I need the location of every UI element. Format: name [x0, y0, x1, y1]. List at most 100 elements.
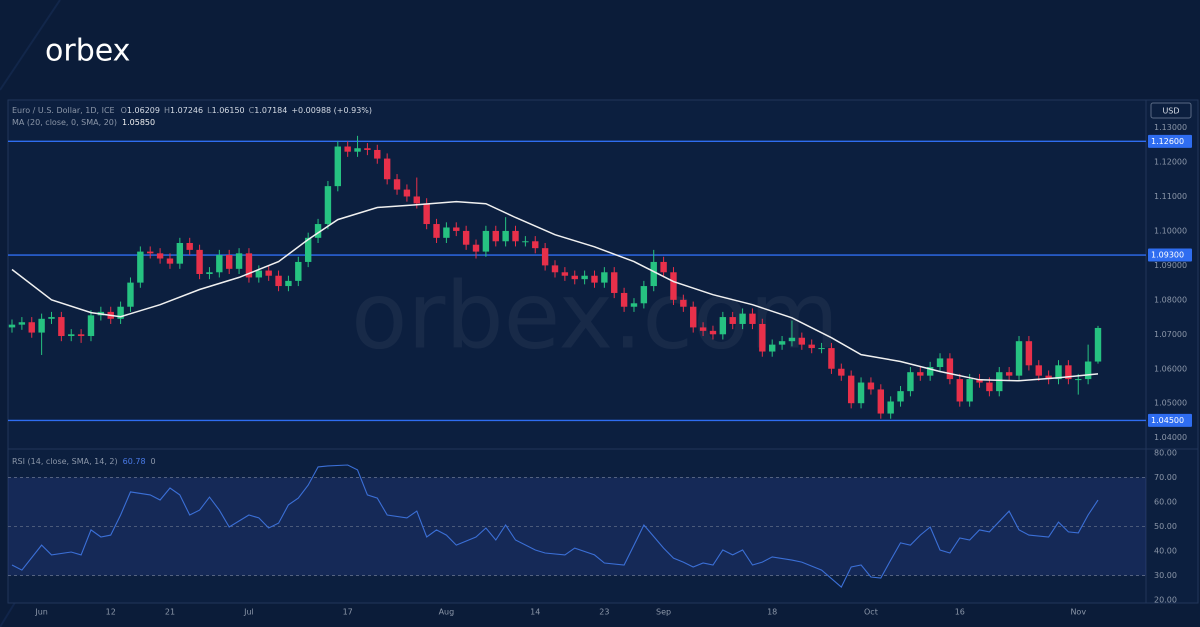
candle-body	[1045, 375, 1052, 380]
h-value: 1.07246	[170, 106, 203, 115]
candle-body	[1055, 365, 1062, 380]
candle-body	[650, 261, 657, 287]
candle-body	[285, 280, 292, 287]
candle-body	[176, 242, 184, 264]
candle-body	[551, 265, 559, 273]
c-value: 1.07184	[254, 106, 287, 115]
l-label: L	[207, 106, 212, 115]
candle-body	[917, 372, 924, 376]
candle-body	[1075, 379, 1082, 381]
ma-header: MA (20, close, 0, SMA, 20) 1.05850	[12, 118, 155, 127]
h-label: H	[164, 106, 170, 115]
candle-body	[709, 330, 717, 335]
candle-body	[235, 253, 243, 269]
candle-body	[403, 189, 411, 197]
candle-body	[1065, 365, 1072, 380]
candle-body	[166, 258, 174, 264]
level-label-box	[1148, 413, 1192, 427]
candle-body	[986, 382, 993, 392]
candle-body	[1094, 327, 1102, 362]
candle-body	[8, 324, 16, 328]
candle-body	[117, 306, 124, 319]
candle-body	[275, 275, 282, 287]
candle-body	[630, 303, 638, 307]
candle-body	[196, 249, 203, 274]
currency-box	[1150, 102, 1192, 119]
candle-body	[433, 224, 440, 238]
rsi-value: 60.78	[123, 457, 146, 466]
x-tick-label: Oct	[864, 608, 878, 617]
candle-body	[354, 148, 361, 152]
level-label: 1.04500	[1151, 416, 1184, 425]
l-value: 1.06150	[212, 106, 245, 115]
candle-body	[423, 203, 430, 225]
candle-body	[1005, 372, 1013, 376]
y-tick-label: 1.08000	[1154, 295, 1187, 304]
candle-body	[867, 382, 875, 390]
candle-body	[699, 327, 707, 331]
rsi-tick-label: 60.00	[1154, 497, 1177, 506]
candle-body	[561, 272, 569, 276]
x-tick-label: 16	[955, 608, 965, 617]
level-label-box	[1148, 134, 1192, 148]
candle-body	[749, 313, 756, 324]
candle-body	[265, 270, 272, 276]
candle-body	[295, 261, 302, 281]
y-tick-label: 1.10000	[1154, 226, 1187, 235]
logo: orbex	[45, 34, 130, 69]
decor-line	[0, 0, 61, 91]
rsi-name: RSI (14, close, SMA, 14, 2)	[12, 457, 118, 466]
candle-body	[453, 227, 460, 231]
candle-body	[877, 389, 884, 414]
candle-body	[759, 323, 766, 352]
candle-body	[58, 317, 65, 337]
candle-body	[374, 149, 381, 159]
candle-body	[680, 299, 687, 307]
candle-body	[808, 344, 815, 349]
y-tick-label: 1.11000	[1154, 192, 1187, 201]
candle-body	[729, 317, 736, 324]
candle-body	[472, 244, 480, 252]
x-tick-label: Sep	[656, 608, 671, 617]
candle-body	[1025, 341, 1033, 366]
ma-line	[11, 200, 1099, 382]
candle-body	[344, 146, 351, 152]
x-tick-label: Jul	[243, 608, 254, 617]
candle-body	[778, 341, 786, 345]
chart-panel	[7, 99, 1199, 604]
candle-body	[28, 322, 35, 333]
rsi-tick-label: 20.00	[1154, 596, 1177, 605]
x-tick-label: Jun	[34, 608, 48, 617]
ma-name: MA (20, close, 0, SMA, 20)	[12, 118, 117, 127]
candle-body	[147, 251, 154, 254]
x-tick-label: 23	[599, 608, 609, 617]
candle-body	[314, 224, 322, 238]
level-label: 1.12600	[1151, 137, 1184, 146]
candle-body	[462, 230, 470, 245]
candle-body	[571, 275, 578, 280]
candle-body	[907, 372, 914, 392]
candle-body	[591, 275, 598, 283]
candle-body	[156, 253, 164, 259]
y-tick-label: 1.07000	[1154, 330, 1187, 339]
x-tick-label: 14	[530, 608, 540, 617]
candle-body	[601, 272, 608, 283]
candle-body	[976, 379, 983, 383]
y-tick-label: 1.06000	[1154, 364, 1187, 373]
candle-body	[660, 261, 667, 273]
x-tick-label: Aug	[439, 608, 455, 617]
candle-body	[670, 272, 677, 300]
candle-body	[492, 230, 499, 242]
candle-body	[226, 255, 233, 269]
o-value: 1.06209	[127, 106, 160, 115]
y-tick-label: 1.13000	[1154, 123, 1187, 132]
candle-body	[38, 318, 45, 333]
candle-body	[324, 186, 332, 225]
candle-body	[887, 401, 894, 414]
symbol: Euro / U.S. Dollar, 1D, ICE	[12, 106, 115, 115]
y-tick-label: 1.05000	[1154, 399, 1187, 408]
rsi-tick-label: 80.00	[1154, 448, 1177, 457]
candle-body	[640, 286, 648, 304]
candle-body	[304, 237, 312, 262]
